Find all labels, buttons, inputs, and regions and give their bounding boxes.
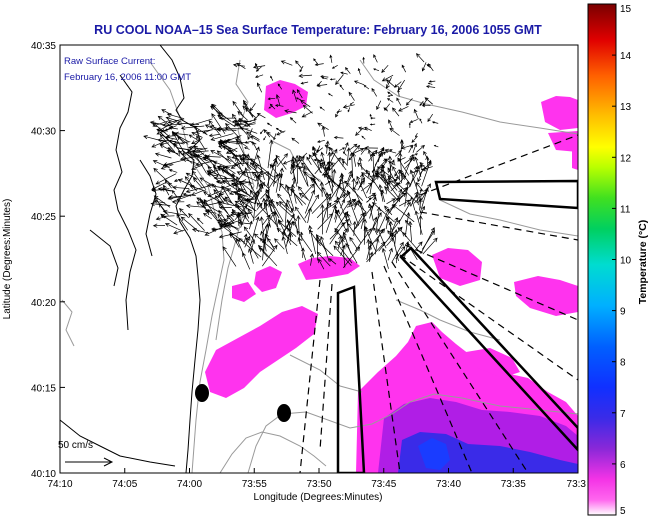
annotation-line-1: Raw Surface Current:: [64, 56, 155, 67]
x-tick-label: 74:05: [112, 479, 137, 490]
y-axis: 40:35 40:30 40:25 40:20 40:15 40:10: [31, 41, 65, 480]
colorbar-label: Temperature (°C): [637, 220, 649, 305]
sst-patch-northeast: [541, 96, 578, 130]
x-tick-label: 73:35: [501, 479, 526, 490]
radar-beams: [299, 134, 578, 473]
colorbar-ticks: 15 14 13 12 11 10 9 8 7 6 5: [612, 3, 632, 517]
y-tick-label: 40:25: [31, 212, 56, 223]
y-tick-label: 40:10: [31, 469, 56, 480]
x-tick-label: 73:3: [567, 479, 587, 490]
colorbar-tick-label: 11: [620, 204, 631, 215]
buoy-marker-east: [277, 404, 291, 422]
x-axis-label: Longitude (Degrees:Minutes): [254, 492, 383, 503]
colorbar: [587, 3, 617, 516]
buoy-marker-west: [195, 384, 209, 402]
y-tick-label: 40:35: [31, 41, 56, 52]
scale-label: 50 cm/s: [58, 440, 93, 451]
colorbar-tick-label: 12: [620, 153, 632, 164]
colorbar-tick-label: 14: [620, 51, 632, 62]
sst-patch-southwest: [205, 306, 318, 398]
x-tick-label: 73:55: [242, 479, 267, 490]
sst-cold-spot: [418, 438, 450, 470]
sst-patch-west-small: [254, 266, 282, 292]
chart-title: RU COOL NOAA–15 Sea Surface Temperature:…: [94, 23, 542, 37]
x-tick-label: 73:45: [371, 479, 396, 490]
plot-area: [60, 45, 578, 473]
colorbar-tick-label: 7: [620, 409, 626, 420]
radar-footprints: [336, 179, 578, 473]
scale-arrow: [65, 457, 114, 467]
colorbar-tick-label: 8: [620, 358, 626, 369]
x-tick-label: 73:40: [436, 479, 461, 490]
y-tick-label: 40:20: [31, 298, 56, 309]
colorbar-tick-label: 6: [620, 460, 626, 471]
colorbar-tick-label: 10: [620, 256, 632, 267]
colorbar-tick-label: 5: [620, 506, 626, 517]
y-tick-label: 40:30: [31, 127, 56, 138]
x-axis: 74:10 74:05 74:00 73:55 73:50 73:45 73:40 73:35…: [47, 468, 586, 490]
sst-patch-south-mid: [514, 276, 578, 316]
y-axis-label: Latitude (Degrees:Minutes): [2, 199, 13, 320]
sst-patch-east-1: [548, 131, 578, 152]
sst-patch-south-small: [232, 282, 256, 302]
x-tick-label: 74:10: [47, 479, 72, 490]
sst-patches: [205, 80, 578, 473]
y-tick-label: 40:15: [31, 383, 56, 394]
colorbar-tick-label: 15: [620, 4, 632, 15]
colorbar-tick-label: 9: [620, 307, 626, 318]
sst-patch-east-mid: [432, 248, 482, 286]
x-tick-label: 73:50: [306, 479, 331, 490]
surface-current-vectors: [143, 53, 439, 270]
colorbar-tick-label: 13: [620, 102, 632, 113]
x-tick-label: 74:00: [177, 479, 202, 490]
annotation-line-2: February 16, 2006 11:00 GMT: [64, 72, 191, 83]
sst-patch-east-2: [572, 146, 578, 170]
